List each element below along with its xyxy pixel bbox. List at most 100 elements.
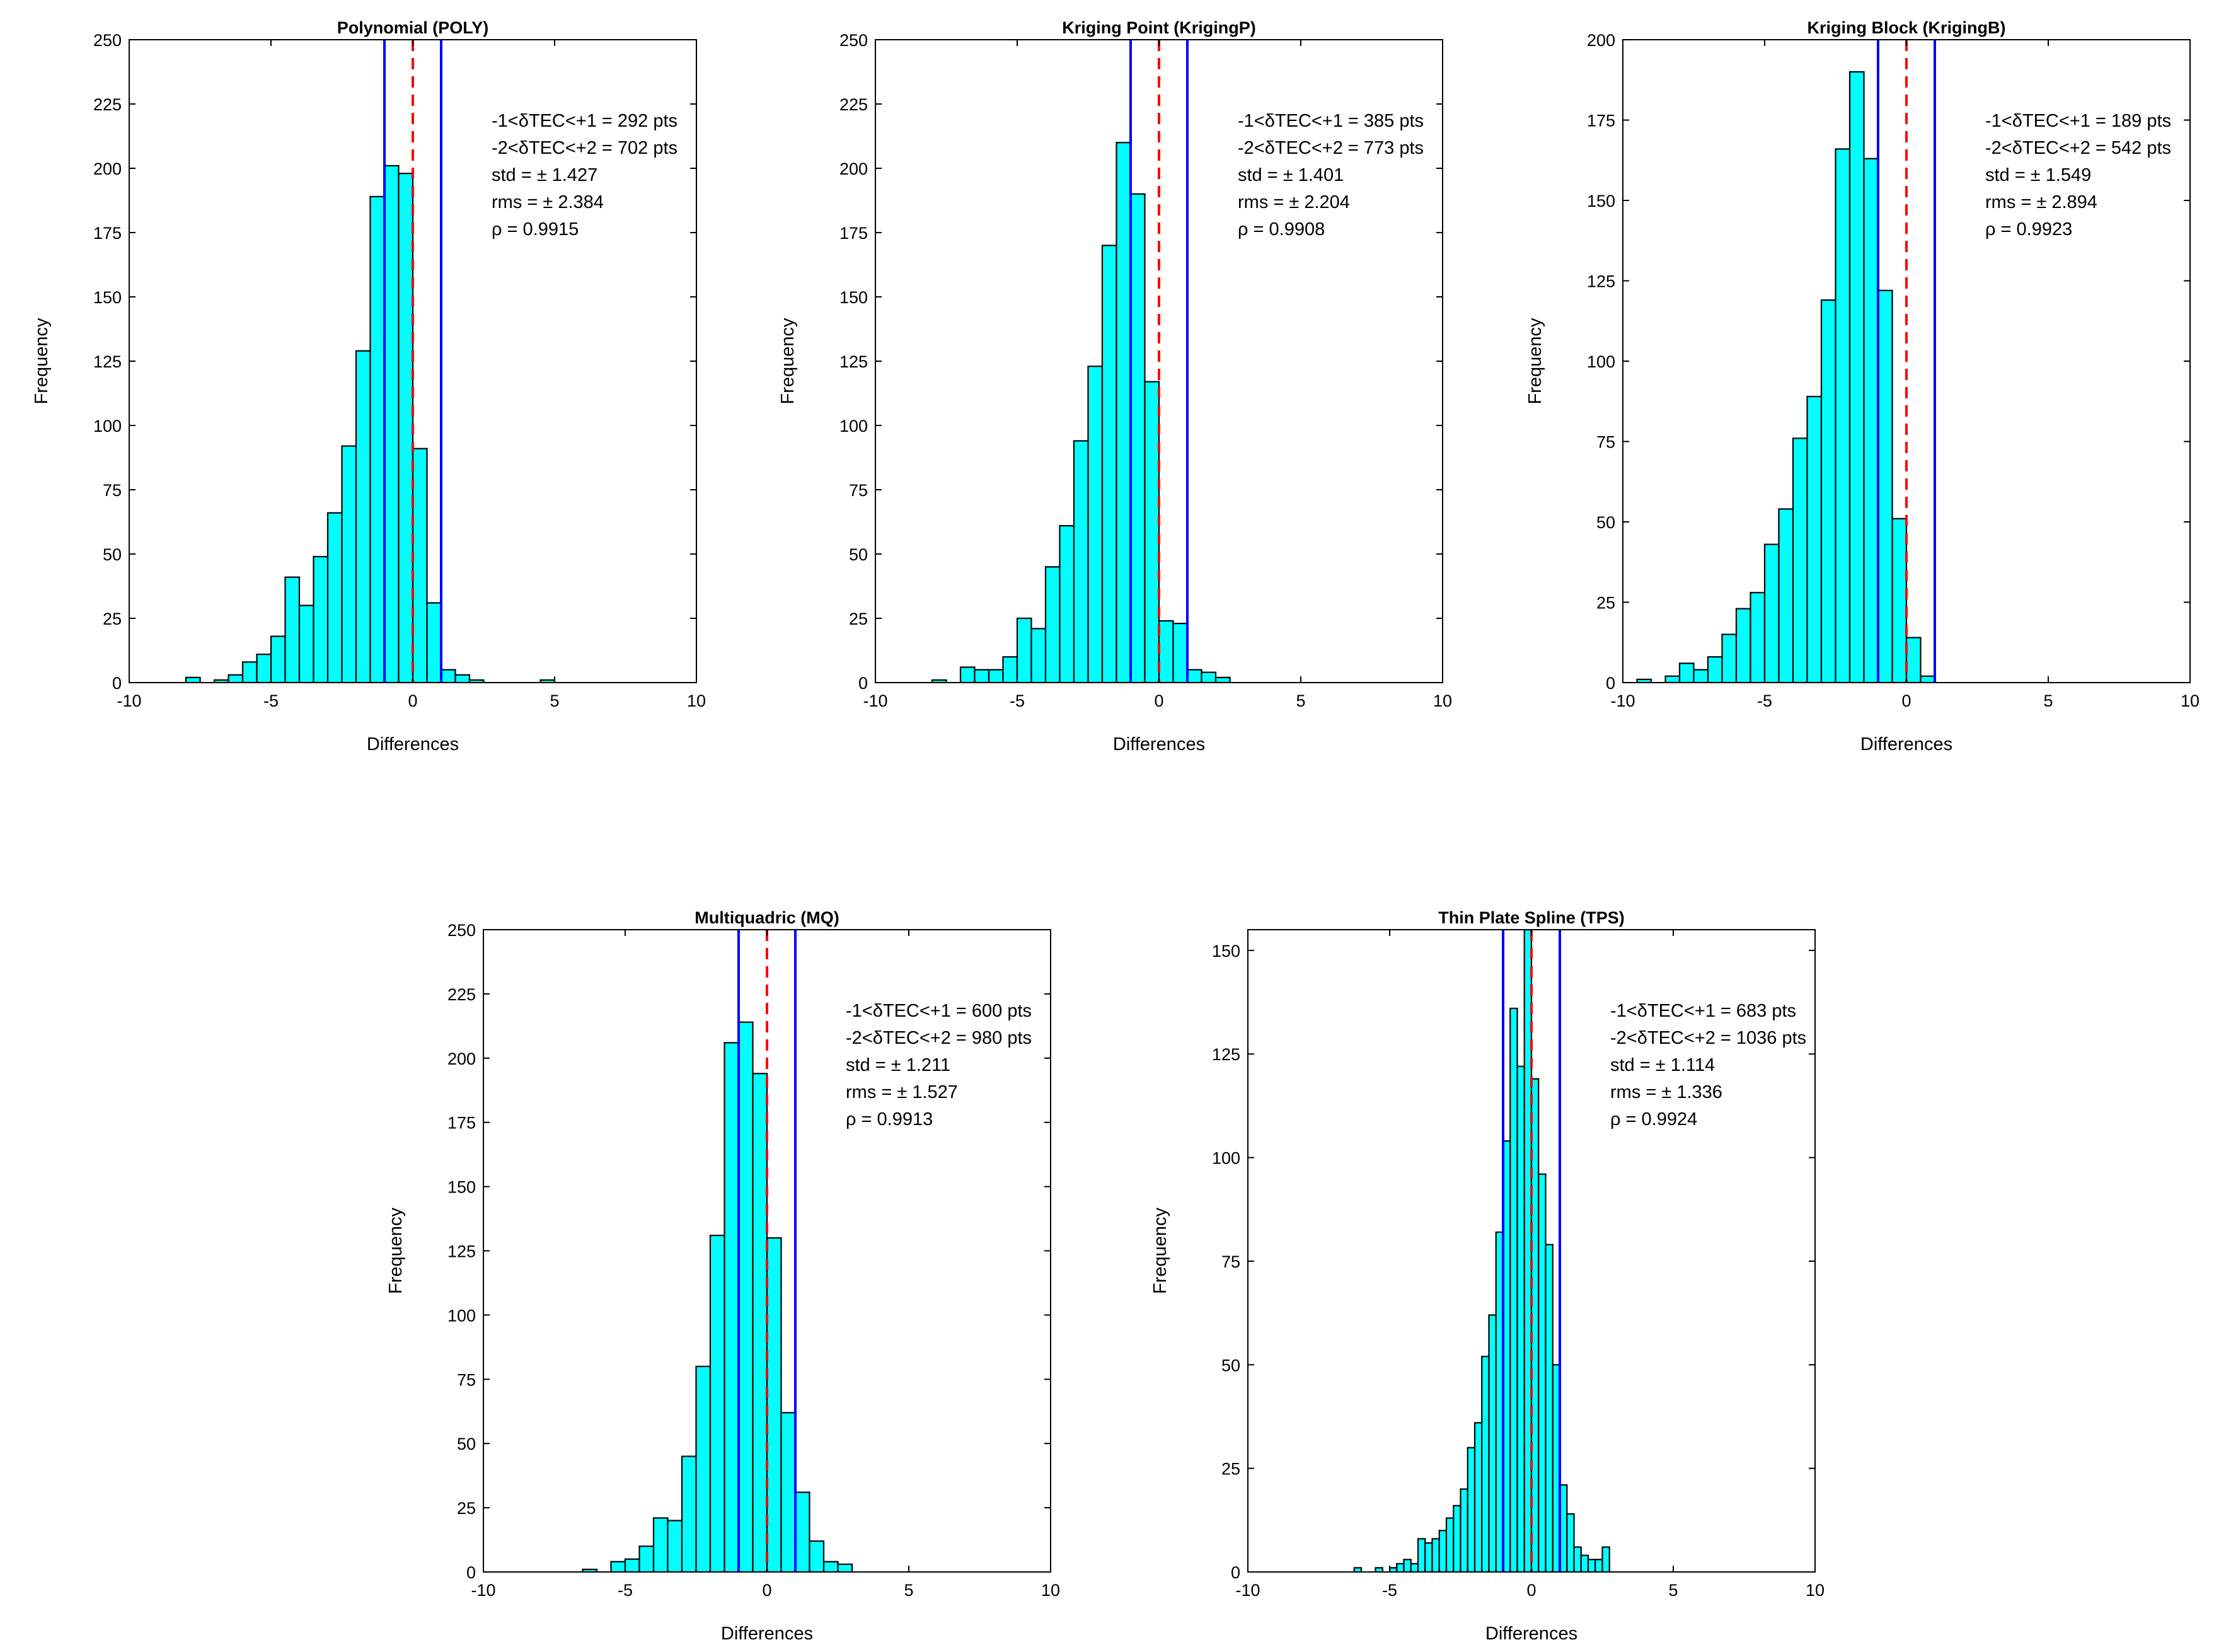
histogram-bar [695, 1365, 712, 1572]
histogram-bar [1750, 592, 1766, 683]
stat-annotation: std = ± 1.427 [492, 165, 597, 185]
y-tick-label: 225 [447, 985, 476, 1004]
histogram-bar [1044, 566, 1061, 683]
histogram-bar [270, 635, 286, 683]
y-tick-label: 125 [1587, 272, 1615, 291]
y-tick-label: 50 [1596, 513, 1615, 532]
y-axis-label: Frequency [32, 318, 52, 405]
histogram-bar [794, 1491, 810, 1572]
histogram-bar [809, 1540, 825, 1572]
histogram-bar [766, 1237, 782, 1572]
histogram-bar [1545, 1244, 1554, 1572]
y-tick-label: 0 [1606, 674, 1615, 693]
x-tick-label: -10 [117, 691, 141, 710]
histogram-bar [326, 512, 343, 683]
y-tick-label: 75 [849, 481, 868, 500]
y-tick-label: 175 [447, 1114, 476, 1133]
histogram-bar [1445, 1517, 1455, 1572]
y-tick-label: 250 [839, 31, 868, 50]
histogram-bar [1509, 1007, 1518, 1572]
x-tick-label: 10 [1041, 1581, 1060, 1600]
histogram-bar [1820, 299, 1836, 683]
histogram-bar [1417, 1538, 1426, 1572]
stat-annotation: ρ = 0.9924 [1610, 1109, 1697, 1129]
y-tick-label: 200 [839, 159, 868, 178]
x-tick-label: 0 [1526, 1581, 1536, 1600]
x-tick-label: 5 [2043, 691, 2053, 710]
histogram-bar [1905, 637, 1922, 683]
histogram-bar [1396, 1562, 1405, 1572]
histogram-bar [1601, 1546, 1610, 1572]
x-axis-label: Differences [721, 1624, 813, 1644]
histogram-bar [1488, 1314, 1497, 1572]
stat-annotation: rms = ± 2.204 [1238, 192, 1350, 212]
stat-annotation: ρ = 0.9908 [1238, 219, 1325, 240]
histogram-bar [724, 1042, 740, 1572]
histogram-bar [1806, 395, 1823, 683]
x-tick-label: -5 [618, 1581, 633, 1600]
histogram-bar [1403, 1559, 1412, 1572]
histogram-bar [610, 1561, 626, 1572]
x-axis-label: Differences [1860, 734, 1952, 754]
y-tick-label: 25 [1596, 594, 1615, 613]
histogram-bar [454, 674, 471, 683]
y-tick-label: 75 [457, 1370, 476, 1389]
y-tick-label: 75 [103, 481, 122, 500]
bar-series [1636, 71, 1936, 683]
histogram-bar [1030, 628, 1047, 683]
histogram-bar [1016, 617, 1032, 683]
x-axis-label: Differences [1485, 1624, 1577, 1644]
y-tick-label: 150 [1587, 192, 1615, 211]
x-tick-label: 5 [1668, 1581, 1678, 1600]
histogram-bar [780, 1412, 797, 1572]
y-tick-label: 100 [1587, 352, 1615, 371]
histogram-bar [709, 1234, 725, 1572]
histogram-bar [1410, 1562, 1419, 1572]
stat-annotation: std = ± 1.401 [1238, 165, 1344, 185]
bar-series [1353, 930, 1610, 1572]
y-tick-label: 250 [447, 921, 476, 940]
chart-title: Multiquadric (MQ) [695, 908, 839, 927]
y-tick-label: 75 [1596, 433, 1615, 452]
x-axis-label: Differences [1113, 734, 1205, 754]
x-tick-label: 5 [550, 691, 559, 710]
y-tick-label: 75 [1221, 1252, 1240, 1271]
histogram-bar [1891, 517, 1908, 683]
histogram-bar [1073, 440, 1089, 683]
y-tick-label: 125 [1212, 1045, 1240, 1064]
histogram-bar [1664, 675, 1681, 683]
stat-annotation: -1<δTEC<+1 = 292 pts [492, 111, 677, 131]
histogram-bar [1424, 1542, 1433, 1572]
x-tick-label: 0 [1154, 691, 1163, 710]
x-tick-label: -5 [1382, 1581, 1397, 1600]
histogram-bar [1201, 671, 1217, 683]
stat-annotation: -2<δTEC<+2 = 542 pts [1985, 138, 2171, 158]
histogram-bar [974, 669, 990, 683]
y-tick-label: 25 [457, 1499, 476, 1518]
y-tick-label: 150 [839, 288, 868, 307]
histogram-panel-4: -10 -5 0 5 100255075100125150175200225250Mul… [386, 908, 1060, 1644]
histogram-bar [313, 555, 329, 683]
y-tick-label: 125 [839, 352, 868, 371]
y-tick-label: 100 [447, 1306, 476, 1325]
histogram-bar [1594, 1559, 1603, 1572]
histogram-bar [822, 1561, 839, 1572]
stat-annotation: -1<δTEC<+1 = 385 pts [1238, 111, 1424, 131]
stat-annotation: -2<δTEC<+2 = 773 pts [1238, 138, 1424, 158]
histogram-bar [1721, 633, 1738, 683]
histogram-bar [256, 654, 272, 683]
stat-annotation: ρ = 0.9913 [846, 1109, 933, 1129]
histogram-bar [1678, 662, 1695, 683]
histogram-bar [1763, 543, 1780, 683]
y-tick-label: 150 [93, 288, 122, 307]
stat-annotation: -1<δTEC<+1 = 189 pts [1985, 111, 2171, 131]
histogram-bar [1848, 71, 1865, 683]
y-tick-label: 225 [839, 95, 868, 114]
y-tick-label: 125 [93, 352, 122, 371]
y-tick-label: 200 [93, 159, 122, 178]
stat-annotation: std = ± 1.211 [846, 1055, 950, 1075]
stat-annotation: std = ± 1.549 [1985, 165, 2091, 185]
y-tick-label: 225 [93, 95, 122, 114]
